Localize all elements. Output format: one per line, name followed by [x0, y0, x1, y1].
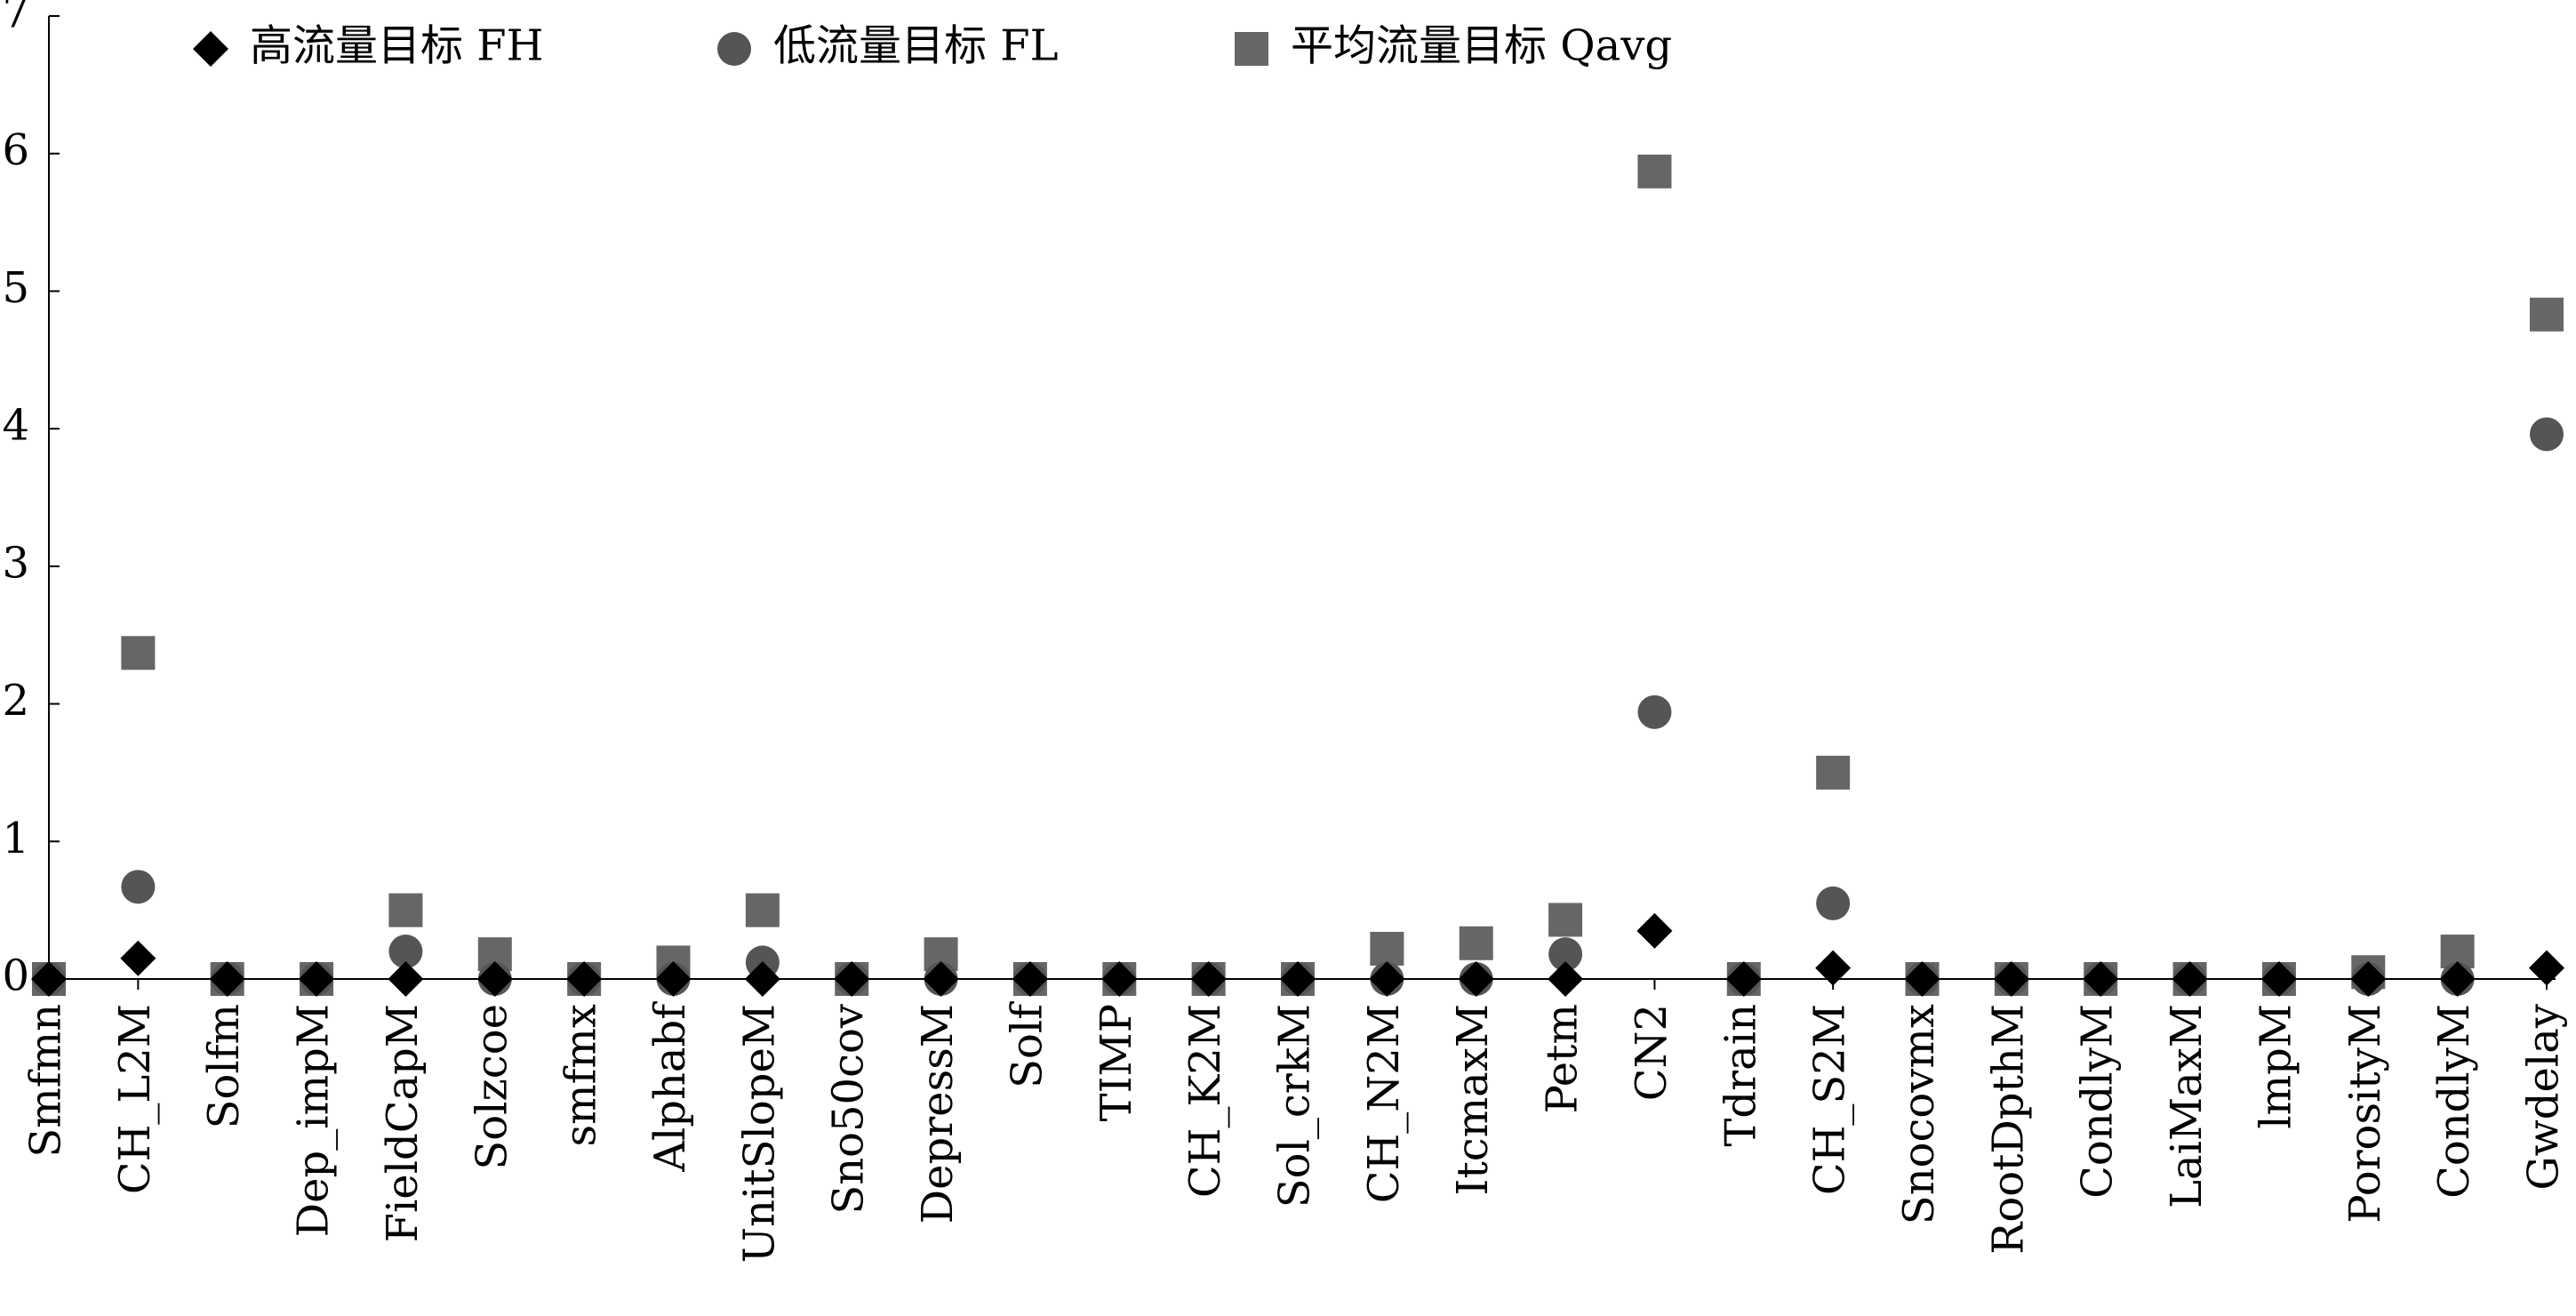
point	[2530, 297, 2564, 332]
legend-marker	[1235, 32, 1268, 66]
legend-label: 平均流量目标 Qavg	[1291, 21, 1672, 71]
x-tick-label: lmpM	[2251, 1004, 2300, 1129]
y-tick-label: 6	[2, 125, 29, 175]
point	[566, 961, 603, 997]
x-tick-label: UnitSlopeM	[734, 1004, 784, 1263]
point	[2260, 961, 2297, 997]
point	[1458, 961, 1494, 997]
point	[744, 961, 780, 997]
point	[31, 961, 67, 997]
point	[923, 961, 959, 997]
x-tick-label: ItcmaxM	[1448, 1004, 1498, 1195]
y-tick-label: 5	[2, 263, 29, 313]
x-tick-label: smfmx	[556, 1004, 606, 1147]
point	[1459, 926, 1493, 960]
x-tick-label: CH_L2M	[110, 1004, 160, 1194]
x-tick-label: FieldCapM	[378, 1004, 428, 1242]
point	[1548, 961, 1584, 997]
y-tick-label: 1	[2, 814, 29, 863]
x-tick-label: CN2	[1627, 1004, 1676, 1101]
point	[1637, 694, 1672, 729]
x-tick-label: CH_S2M	[1805, 1004, 1855, 1195]
point	[1815, 950, 1852, 986]
x-tick-label: Smfmn	[21, 1004, 71, 1158]
point	[1101, 961, 1138, 997]
point	[388, 961, 424, 997]
x-tick-label: Solzcoe	[467, 1004, 516, 1170]
point	[655, 961, 692, 997]
x-tick-label: Snocovmx	[1894, 1004, 1944, 1224]
point	[1548, 903, 1583, 937]
point	[1993, 961, 2029, 997]
point	[1548, 937, 1583, 972]
point	[476, 961, 513, 997]
point	[1636, 912, 1673, 949]
point	[1904, 961, 1940, 997]
point	[388, 893, 423, 927]
point	[209, 961, 245, 997]
x-tick-label: RootDpthM	[1983, 1004, 2033, 1255]
x-tick-label: CondlyM	[2429, 1004, 2479, 1199]
y-tick-label: 4	[2, 401, 29, 451]
x-tick-label: Petm	[1538, 1004, 1588, 1113]
point	[121, 870, 156, 904]
point	[1190, 961, 1227, 997]
legend-marker	[717, 32, 751, 66]
point	[1280, 961, 1316, 997]
x-tick-label: Solf	[1002, 1001, 1052, 1088]
y-tick-label: 0	[2, 951, 29, 1001]
point	[120, 940, 156, 976]
x-tick-label: TIMP	[1092, 1004, 1141, 1121]
y-tick-label: 7	[2, 0, 29, 38]
x-tick-label: Dep_impM	[289, 1004, 339, 1237]
point	[745, 893, 780, 927]
point	[299, 961, 335, 997]
x-tick-label: CH_K2M	[1180, 1004, 1230, 1198]
x-tick-label: CH_N2M	[1359, 1004, 1409, 1203]
point	[2172, 961, 2208, 997]
point	[121, 636, 156, 670]
x-tick-label: DepressM	[913, 1004, 963, 1224]
y-tick-label: 2	[2, 676, 29, 726]
x-tick-label: Gwdelay	[2519, 1004, 2569, 1191]
point	[1637, 154, 1672, 189]
legend-label: 低流量目标 FL	[773, 21, 1058, 71]
x-tick-label: Sol_crkM	[1270, 1004, 1320, 1208]
point	[1370, 931, 1404, 966]
point	[2083, 961, 2119, 997]
point	[388, 935, 423, 969]
point	[2529, 950, 2564, 986]
point	[2530, 417, 2564, 452]
point	[1816, 755, 1851, 790]
point	[1012, 961, 1048, 997]
x-tick-label: Sno50cov	[824, 1004, 874, 1215]
x-tick-label: PorosityM	[2340, 1004, 2390, 1224]
legend-label: 高流量目标 FH	[250, 21, 543, 71]
point	[1816, 886, 1851, 920]
point	[1369, 961, 1405, 997]
x-tick-label: Solfm	[199, 1004, 249, 1128]
x-tick-label: Alphabf	[645, 1001, 695, 1173]
point	[834, 961, 870, 997]
point	[2350, 961, 2387, 997]
x-tick-label: Tdrain	[1716, 1004, 1765, 1147]
legend-marker	[193, 31, 228, 67]
point	[1725, 961, 1762, 997]
x-tick-label: LaiMaxM	[2162, 1004, 2212, 1208]
point	[2439, 961, 2476, 997]
x-tick-label: CondlyM	[2073, 1004, 2123, 1199]
y-tick-label: 3	[2, 538, 29, 588]
